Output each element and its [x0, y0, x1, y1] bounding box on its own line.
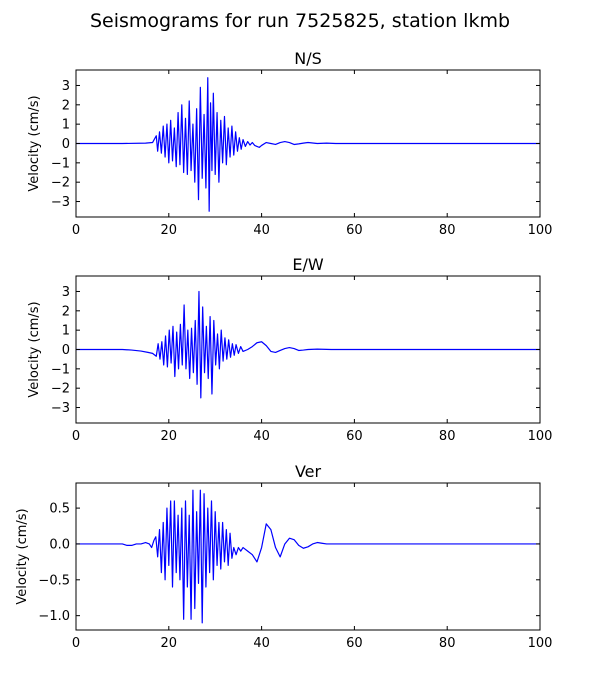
panel-1-xtick-label: 40 [253, 223, 270, 238]
panel-1-xtick-label: 0 [72, 223, 80, 238]
panel-3-xtick-label: 40 [253, 636, 270, 651]
panel-2-series-line-1 [76, 290, 540, 399]
panel-2-title: E/W [292, 255, 324, 274]
panel-3-ytick-label: 0.0 [49, 537, 70, 552]
panel-3-title: Ver [295, 462, 322, 481]
panel-1-ytick-label: −2 [51, 176, 70, 191]
panel-2-ytick-label: −3 [51, 401, 70, 416]
panel-1-ytick-label: 2 [62, 98, 70, 113]
panel-2-ytick-label: 2 [62, 304, 70, 319]
panel-2-xtick-label: 20 [161, 429, 178, 444]
panel-1-series-line-1 [76, 77, 540, 212]
figure-title: Seismograms for run 7525825, station lkm… [89, 10, 511, 32]
panel-3-series-line-1 [76, 489, 540, 624]
panel-1-ytick-label: −1 [51, 156, 70, 171]
panel-2-xtick-label: 100 [528, 429, 553, 444]
panel-2-ytick-label: 0 [62, 343, 70, 358]
panel-1-xtick-label: 100 [528, 223, 553, 238]
panel-2-ytick-label: −2 [51, 382, 70, 397]
panel-3-ytick-label: 0.5 [49, 502, 70, 517]
panel-1-ytick-label: 0 [62, 137, 70, 152]
panel-1-ytick-label: 1 [62, 118, 70, 133]
panel-3-axes-frame [75, 482, 541, 631]
panel-3-xtick-label: 80 [439, 636, 456, 651]
panel-1-ytick-label: −3 [51, 195, 70, 210]
panel-3-xtick-label: 60 [346, 636, 363, 651]
panel-3-ytick-label: −1.0 [38, 609, 70, 624]
panel-3-ylabel: Velocity (cm/s) [15, 508, 30, 604]
panel-2-xtick-label: 80 [439, 429, 456, 444]
panel-2-xtick-label: 0 [72, 429, 80, 444]
panel-1-xtick-label: 60 [346, 223, 363, 238]
panel-2-ytick-label: 3 [62, 285, 70, 300]
panel-1-ytick-label: 3 [62, 79, 70, 94]
panel-1-ylabel: Velocity (cm/s) [27, 95, 42, 191]
panel-3-xtick-label: 100 [528, 636, 553, 651]
panel-3-xtick-label: 0 [72, 636, 80, 651]
panel-2-xtick-label: 60 [346, 429, 363, 444]
panel-2-ytick-label: −1 [51, 362, 70, 377]
panel-1-xtick-label: 20 [161, 223, 178, 238]
panel-2-ylabel: Velocity (cm/s) [27, 301, 42, 397]
panel-2-ytick-label: 1 [62, 324, 70, 339]
panel-1-title: N/S [294, 49, 322, 68]
panel-2-xtick-label: 40 [253, 429, 270, 444]
panel-3-xtick-label: 20 [161, 636, 178, 651]
panel-1-xtick-label: 80 [439, 223, 456, 238]
panel-3-ytick-label: −0.5 [38, 573, 70, 588]
